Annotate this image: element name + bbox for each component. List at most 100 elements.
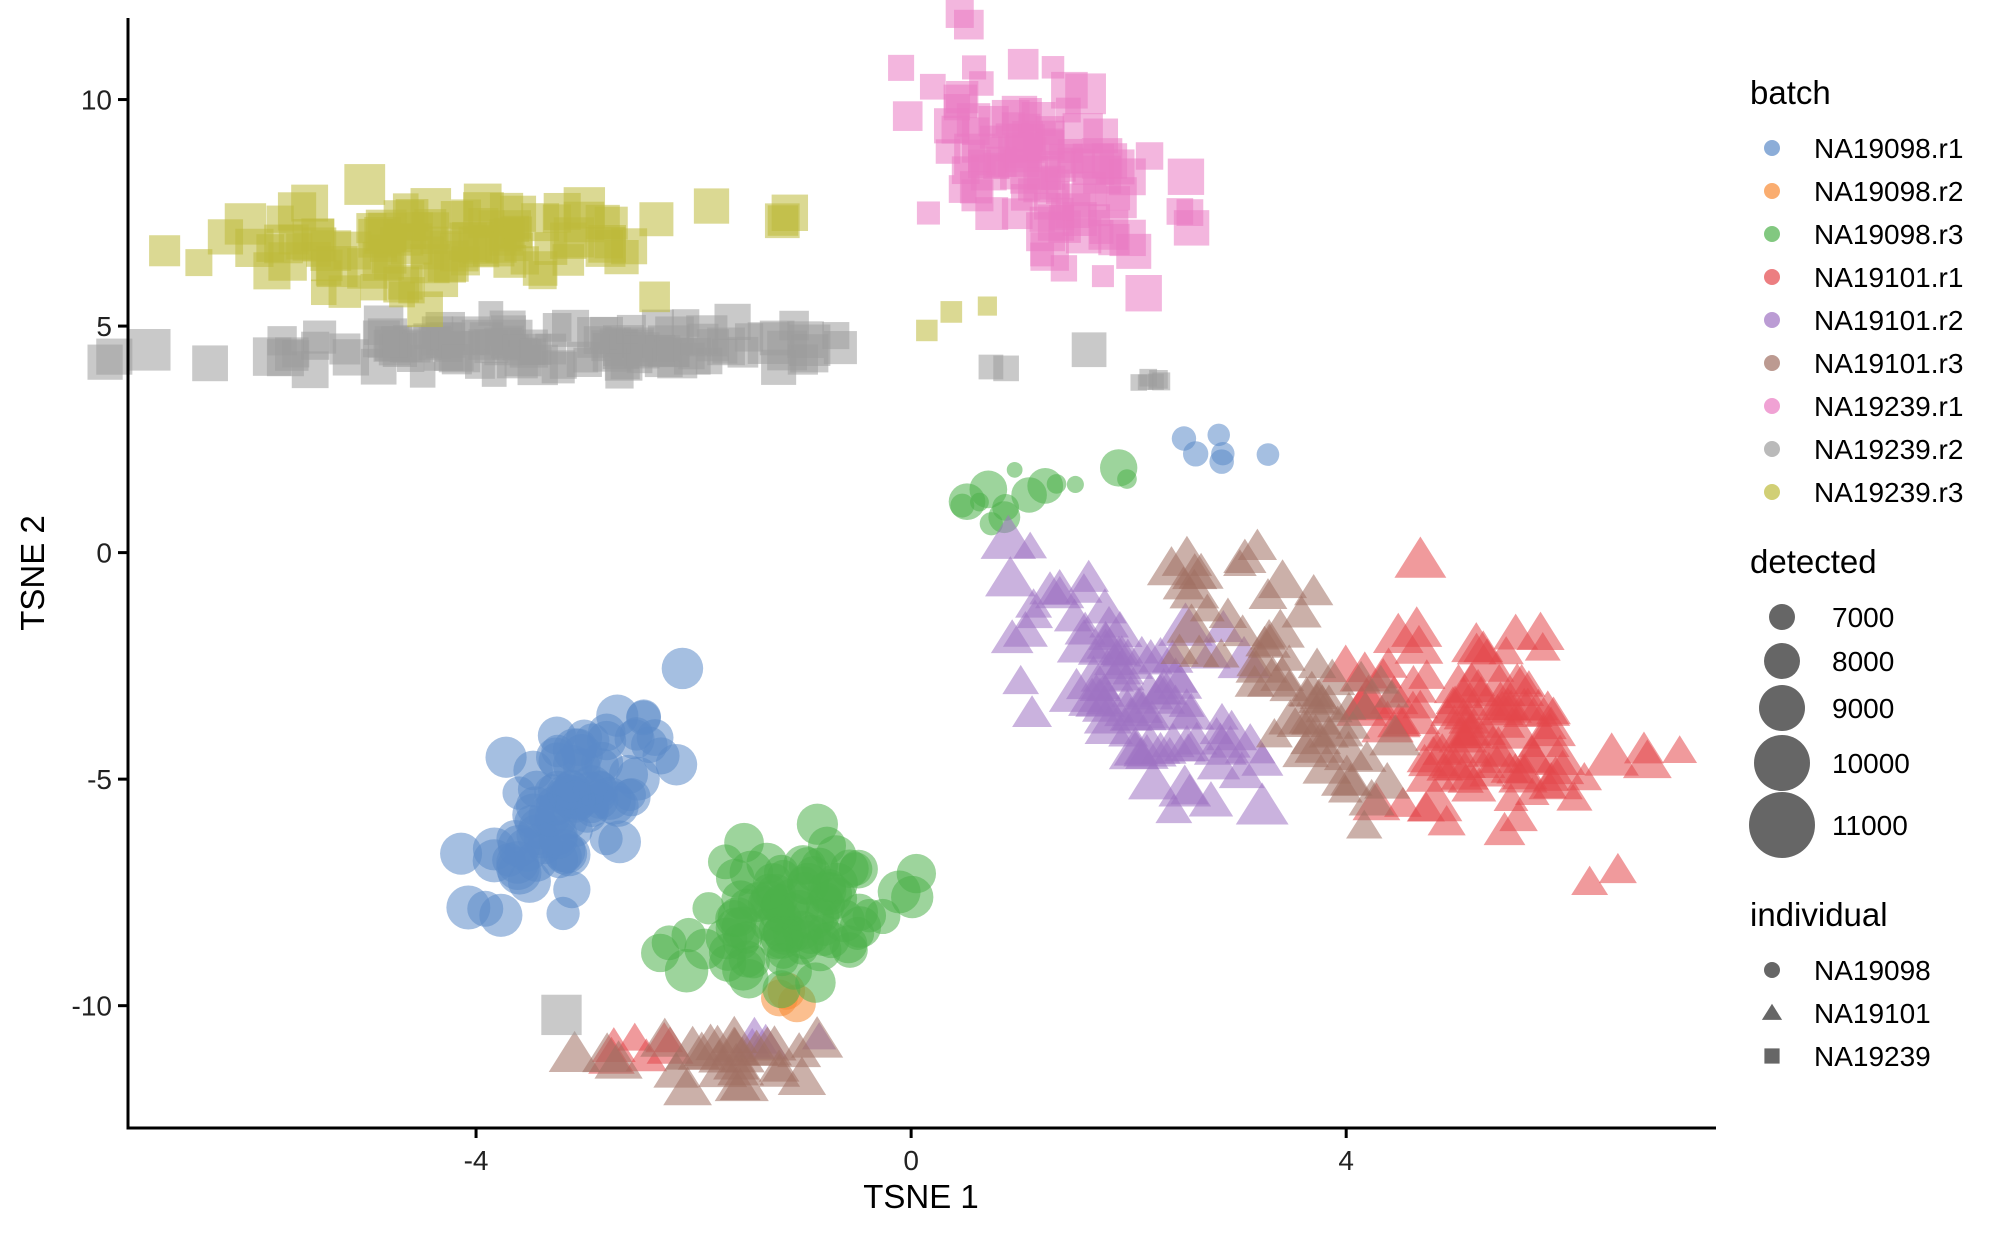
data-point [1223, 549, 1257, 577]
data-point [604, 240, 639, 275]
data-point [1045, 181, 1069, 205]
data-point [1007, 48, 1039, 80]
data-point [1126, 671, 1174, 710]
data-point [970, 492, 989, 512]
legend-batch-label: NA19101.r1 [1814, 262, 1963, 293]
legend-batch-key [1764, 183, 1780, 199]
data-point [822, 899, 865, 943]
legend-batch-key [1764, 226, 1780, 242]
data-point [546, 896, 580, 931]
data-point [1089, 605, 1129, 638]
data-point [1002, 664, 1040, 695]
data-point [791, 1016, 844, 1058]
data-point [1066, 475, 1084, 494]
data-point [639, 281, 670, 313]
data-point [1002, 611, 1048, 647]
data-point [746, 842, 788, 884]
data-point [1189, 593, 1225, 622]
data-point [1051, 71, 1088, 109]
legend-detected: detected 7000 8000 9000 10000 11000 [1749, 543, 1910, 858]
data-point [1128, 759, 1179, 800]
data-point [1071, 332, 1107, 368]
data-point [1125, 275, 1162, 312]
data-point [1533, 771, 1567, 799]
data-point [767, 205, 799, 236]
data-point [673, 337, 711, 375]
legend-batch: batch NA19098.r1 NA19098.r2 NA19098.r3 NA19… [1750, 74, 1963, 508]
data-point [1415, 724, 1449, 751]
legend-individual-key [1761, 1003, 1783, 1020]
data-point [1167, 158, 1205, 195]
data-point [1011, 477, 1047, 513]
y-axis-title: TSNE 2 [14, 515, 51, 631]
data-point [791, 915, 831, 955]
data-point [278, 224, 309, 255]
data-point [504, 232, 533, 262]
data-point [1374, 679, 1410, 708]
data-point [975, 197, 1009, 230]
data-point [291, 184, 329, 222]
data-point [275, 337, 309, 371]
data-point [1405, 750, 1458, 792]
data-point [1235, 782, 1289, 825]
data-point [1512, 738, 1557, 774]
data-point [767, 330, 807, 371]
data-point [1662, 735, 1698, 763]
legend-detected-label: 11000 [1832, 810, 1908, 841]
data-point [1173, 210, 1210, 246]
data-point [1006, 461, 1023, 478]
data-point [916, 319, 938, 342]
legend-individual-title: individual [1750, 896, 1888, 933]
data-point [742, 1026, 793, 1066]
data-point [1566, 762, 1603, 791]
data-point [344, 164, 386, 205]
legend-batch-label: NA19098.r3 [1814, 219, 1963, 250]
data-point [1041, 575, 1078, 605]
data-point [1556, 781, 1593, 811]
legend-individual-label: NA19098 [1814, 955, 1931, 986]
legend-individual-label: NA19239 [1814, 1041, 1931, 1072]
data-point [1384, 786, 1422, 817]
legend-detected-label: 7000 [1832, 602, 1894, 633]
data-point [463, 183, 502, 222]
data-point [1341, 660, 1381, 692]
data-point [1049, 143, 1083, 178]
data-point [919, 73, 946, 100]
data-point [1155, 793, 1193, 824]
data-point [693, 188, 730, 224]
data-point [1248, 578, 1288, 610]
data-point [559, 728, 598, 766]
data-point [1502, 663, 1541, 695]
legend-batch-label: NA19239.r3 [1814, 477, 1963, 508]
data-point [1584, 732, 1639, 776]
data-point [888, 54, 915, 81]
data-point [1211, 441, 1235, 466]
legend-detected-key [1749, 792, 1815, 858]
data-point [149, 235, 181, 267]
data-point [980, 514, 1037, 559]
data-point [548, 1030, 601, 1073]
data-point [469, 322, 503, 356]
data-point [765, 943, 799, 977]
data-point [640, 1017, 690, 1057]
data-point [573, 347, 599, 373]
legend-individual-label: NA19101 [1814, 998, 1931, 1029]
data-point [1394, 536, 1447, 578]
y-tick-label: 5 [96, 311, 112, 342]
data-point [605, 360, 634, 389]
data-point [1241, 742, 1284, 776]
data-point [598, 820, 642, 864]
data-point [1082, 588, 1127, 624]
legend-detected-key [1759, 685, 1805, 731]
data-point [1068, 559, 1109, 592]
data-point [1193, 722, 1247, 765]
legend-individual-key [1764, 962, 1780, 978]
data-point [730, 921, 763, 954]
data-point [192, 345, 228, 382]
data-point [1459, 638, 1515, 682]
legend-individual: individual NA19098 NA19101 NA19239 [1750, 896, 1931, 1072]
legend-batch-key [1764, 484, 1780, 500]
legend-batch-key [1764, 398, 1780, 414]
data-point [617, 1022, 653, 1051]
